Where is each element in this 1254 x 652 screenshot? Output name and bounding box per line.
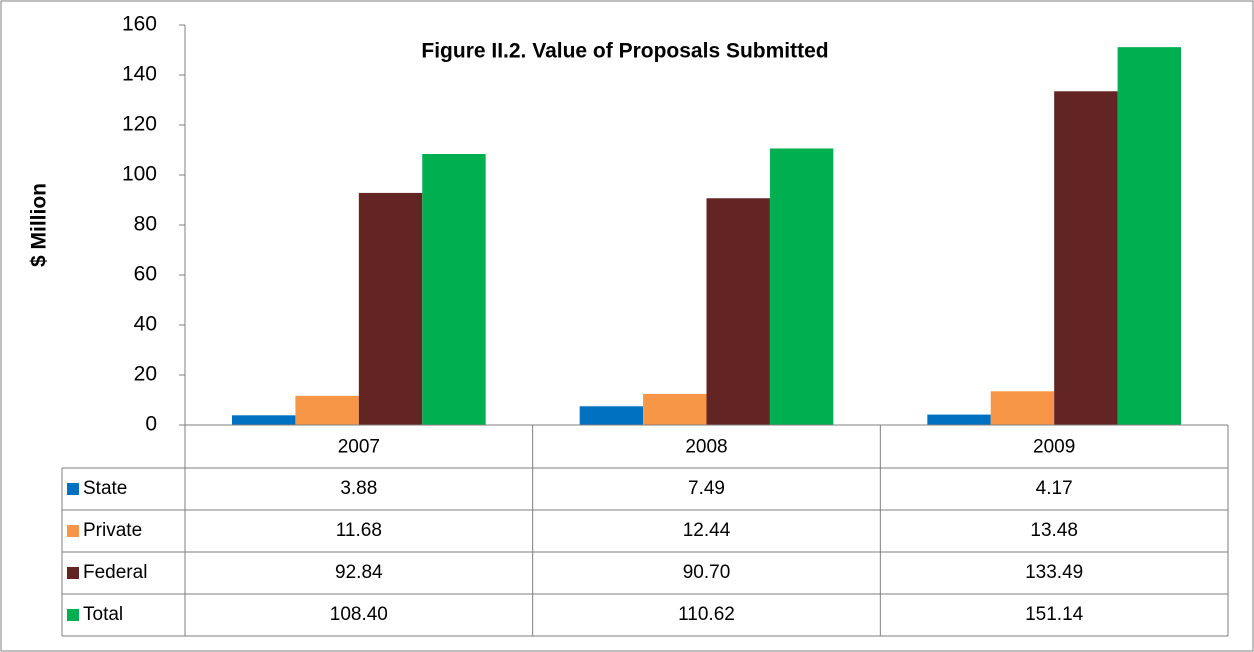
table-value: 108.40 [330,604,388,625]
bar [706,198,770,425]
bar [295,395,359,425]
table-value: 13.48 [1030,520,1078,541]
x-tick-label: 2007 [338,437,380,458]
y-tick-label: 140 [122,63,157,86]
x-tick-label: 2009 [1033,437,1075,458]
bar [990,391,1055,425]
y-tick-label: 20 [134,363,157,386]
legend-label: Total [83,604,123,625]
legend-swatch [67,609,79,621]
table-value: 12.44 [683,520,731,541]
bar [927,414,991,425]
legend-swatch [67,483,79,495]
table-value: 151.14 [1025,604,1084,625]
bar [232,415,296,425]
table-value: 11.68 [336,520,382,541]
table-value: 133.49 [1025,562,1083,583]
table-value: 3.88 [340,478,377,499]
y-tick-label: 40 [134,313,157,336]
y-tick-label: 120 [122,113,157,136]
y-tick-label: 100 [122,163,157,186]
chart-title: Figure II.2. Value of Proposals Submitte… [421,40,828,63]
table-value: 7.49 [688,478,725,499]
bar [422,154,486,425]
y-axis-title: $ Million [28,183,51,267]
bar [579,406,644,425]
legend-label: State [83,478,127,499]
y-tick-label: 160 [122,13,157,36]
table-value: 90.70 [683,562,731,583]
x-tick-label: 2008 [685,437,727,458]
y-tick-label: 0 [145,413,157,436]
legend-label: Federal [83,562,147,583]
table-value: 4.17 [1036,478,1073,499]
legend-label: Private [83,520,142,541]
table-value: 110.62 [678,604,735,625]
bar [769,148,834,425]
bar [643,393,707,425]
bar [1117,47,1181,426]
y-tick-label: 60 [134,263,157,286]
table-value: 92.84 [335,562,383,583]
bar [358,192,423,425]
bar [1054,91,1118,426]
legend-swatch [67,567,79,579]
legend-swatch [67,525,79,537]
y-tick-label: 80 [134,213,157,236]
